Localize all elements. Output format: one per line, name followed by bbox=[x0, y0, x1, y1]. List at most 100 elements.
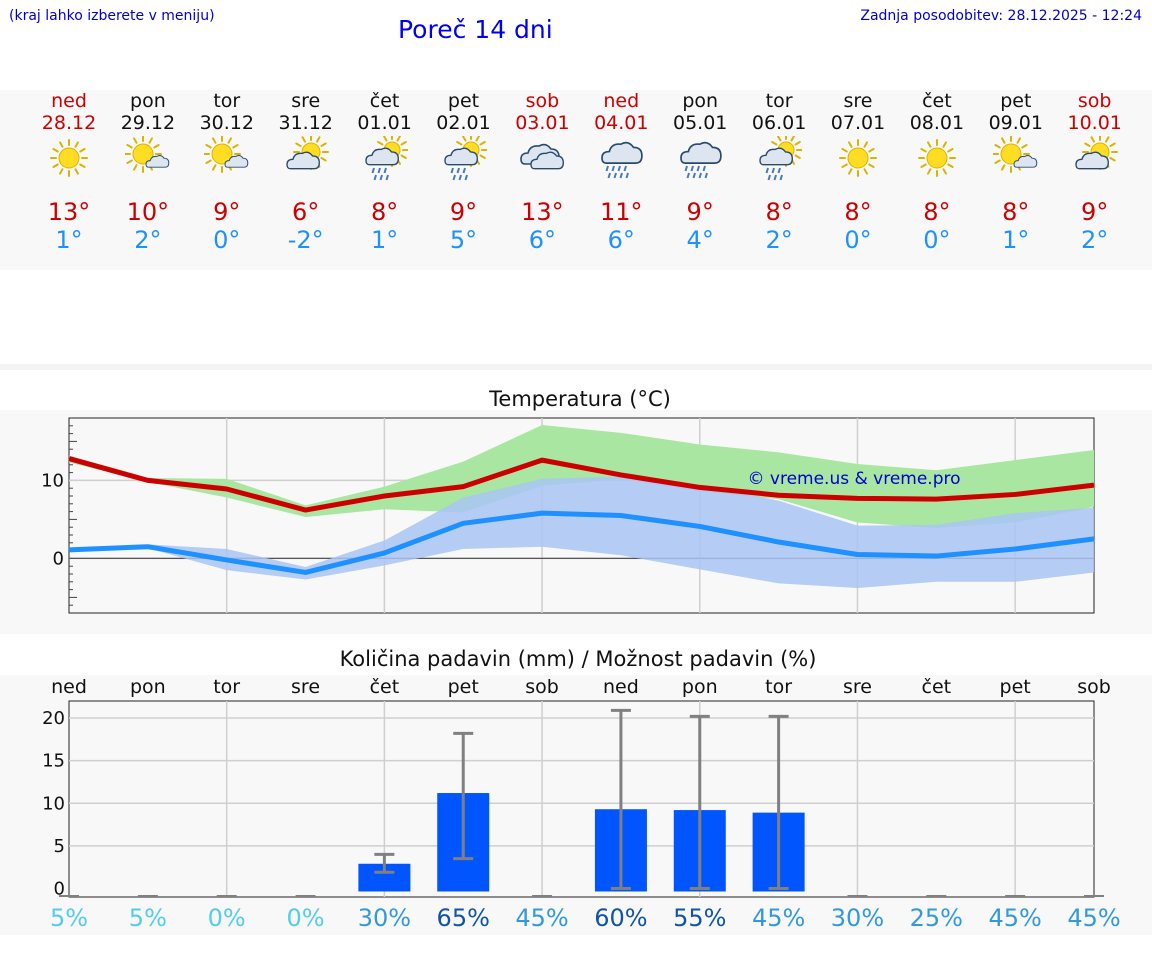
precip-probability: 5% bbox=[50, 904, 88, 932]
page-title: Poreč 14 dni bbox=[398, 15, 553, 44]
day-date: 10.01 bbox=[1067, 112, 1122, 134]
max-temp-line bbox=[68, 456, 1095, 513]
min-temp: 1° bbox=[1002, 226, 1030, 254]
day-column: pon 05.01 9° 4° bbox=[660, 90, 740, 270]
day-date: 03.01 bbox=[515, 112, 570, 134]
x-tick-label: pet bbox=[448, 676, 479, 698]
day-column: ned 04.01 11° 6° bbox=[581, 90, 661, 270]
day-date: 30.12 bbox=[199, 112, 254, 134]
day-name: sre bbox=[291, 90, 321, 112]
day-date: 09.01 bbox=[988, 112, 1043, 134]
sun-cloud-rain-icon bbox=[364, 136, 408, 181]
x-tick-label: pon bbox=[130, 676, 166, 698]
day-column: ned 28.12 13° 1° bbox=[29, 90, 109, 270]
precipitation-chart-title: Količina padavin (mm) / Možnost padavin … bbox=[339, 647, 817, 671]
watermark: © vreme.us & vreme.pro bbox=[747, 469, 960, 489]
min-temp: 0° bbox=[923, 226, 951, 254]
y-tick-label: 10 bbox=[41, 470, 64, 491]
x-tick-label: pon bbox=[682, 676, 718, 698]
x-tick-label: čet bbox=[922, 676, 952, 698]
day-column: pet 09.01 8° 1° bbox=[976, 90, 1056, 270]
day-column: tor 06.01 8° 2° bbox=[739, 90, 819, 270]
precip-probability: 30% bbox=[831, 904, 884, 932]
day-column: sob 10.01 9° 2° bbox=[1055, 90, 1135, 270]
day-column: sob 03.01 13° 6° bbox=[502, 90, 582, 270]
last-updated: Zadnja posodobitev: 28.12.2025 - 12:24 bbox=[860, 8, 1142, 24]
sun-icon bbox=[917, 139, 956, 177]
sun-cloud-icon bbox=[992, 136, 1038, 173]
precip-probability: 45% bbox=[988, 904, 1041, 932]
min-temp: 0° bbox=[213, 226, 241, 254]
cloud-rain-icon bbox=[680, 141, 722, 179]
sun-cloud-rain-icon bbox=[759, 136, 803, 181]
max-temp: 11° bbox=[600, 198, 643, 226]
x-tick-label: sob bbox=[525, 676, 559, 698]
sun-cloud-icon bbox=[203, 136, 249, 173]
day-date: 07.01 bbox=[830, 112, 886, 134]
temperature-chart-title: Temperatura (°C) bbox=[489, 387, 671, 411]
y-tick-label: 15 bbox=[42, 751, 65, 772]
x-tick-label: sre bbox=[291, 676, 320, 698]
y-tick-label: 20 bbox=[42, 708, 65, 729]
precip-probability: 60% bbox=[594, 904, 647, 932]
max-temp: 9° bbox=[213, 198, 241, 226]
min-temp: 2° bbox=[765, 226, 793, 254]
location-hint: (kraj lahko izberete v meniju) bbox=[9, 8, 215, 24]
day-name: sob bbox=[525, 90, 560, 112]
day-column: sre 07.01 8° 0° bbox=[818, 90, 898, 270]
day-name: tor bbox=[213, 90, 241, 112]
max-temp: 13° bbox=[521, 198, 564, 226]
day-column: čet 01.01 8° 1° bbox=[345, 90, 425, 270]
x-tick-label: sob bbox=[1077, 676, 1111, 698]
day-date: 02.01 bbox=[436, 112, 491, 134]
daily-forecast-strip: ned 28.12 13° 1° pon 29.12 10° 2° tor 30.12 9° 0° sr… bbox=[0, 90, 1152, 270]
max-temp: 8° bbox=[923, 198, 951, 226]
y-tick-label: 5 bbox=[54, 836, 65, 857]
day-date: 28.12 bbox=[41, 112, 97, 134]
divider bbox=[0, 364, 1152, 370]
day-name: tor bbox=[765, 90, 793, 112]
sun-icon bbox=[50, 139, 88, 177]
x-tick-label: sre bbox=[843, 676, 872, 698]
x-tick-label: ned bbox=[51, 676, 87, 698]
sun-icon bbox=[839, 139, 877, 177]
day-name: pon bbox=[130, 90, 166, 112]
x-tick-label: pet bbox=[1000, 676, 1031, 698]
day-column: tor 30.12 9° 0° bbox=[187, 90, 267, 270]
precip-probability: 45% bbox=[752, 904, 805, 932]
precip-probability: 0% bbox=[208, 904, 246, 932]
min-temp-line bbox=[68, 510, 1095, 575]
max-temp: 6° bbox=[292, 198, 320, 226]
min-temp: 2° bbox=[134, 226, 162, 254]
day-name: ned bbox=[603, 90, 640, 112]
sun-cloud-rain-icon bbox=[443, 136, 487, 181]
day-date: 29.12 bbox=[120, 112, 176, 134]
max-temp: 8° bbox=[370, 198, 399, 226]
precip-probability: 45% bbox=[515, 904, 568, 932]
min-temp: 5° bbox=[449, 226, 478, 254]
x-tick-label: tor bbox=[213, 676, 240, 698]
max-temp: 8° bbox=[1002, 198, 1030, 226]
max-temp: 9° bbox=[686, 198, 714, 226]
max-temp: 8° bbox=[844, 198, 872, 226]
day-date: 04.01 bbox=[594, 112, 649, 134]
max-range-band bbox=[69, 425, 1094, 528]
x-tick-label: tor bbox=[765, 676, 792, 698]
day-name: čet bbox=[369, 90, 400, 112]
precip-probability: 25% bbox=[910, 904, 963, 932]
day-date: 05.01 bbox=[672, 112, 728, 134]
precip-probability: 5% bbox=[129, 904, 167, 932]
day-date: 31.12 bbox=[278, 112, 333, 134]
cloud-sun-icon bbox=[286, 136, 329, 170]
x-tick-label: ned bbox=[603, 676, 639, 698]
day-name: sob bbox=[1077, 90, 1112, 112]
cloud-sun-icon bbox=[1075, 136, 1118, 170]
plot-frame bbox=[68, 700, 1095, 898]
day-name: pet bbox=[1000, 90, 1032, 112]
precip-probability: 0% bbox=[286, 904, 324, 932]
y-tick-label: 10 bbox=[42, 793, 65, 814]
day-column: čet 08.01 8° 0° bbox=[897, 90, 977, 270]
day-column: pet 02.01 9° 5° bbox=[424, 90, 504, 270]
min-temp: 0° bbox=[844, 226, 872, 254]
day-date: 06.01 bbox=[751, 112, 807, 134]
